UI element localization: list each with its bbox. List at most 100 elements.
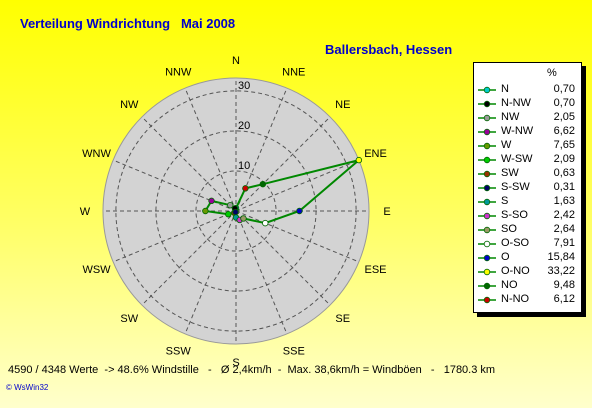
legend-label: SW	[501, 167, 519, 179]
legend-value: 15,84	[547, 251, 575, 263]
spoke-sw	[141, 210, 237, 306]
spoke-se	[235, 210, 331, 306]
legend-item: SW 0,63	[474, 167, 581, 181]
direction-label-ssw: SSW	[166, 346, 192, 358]
legend-label: S-SO	[501, 209, 528, 221]
legend-symbol	[478, 282, 496, 290]
legend-value: 6,62	[553, 125, 575, 137]
legend-value: 1,63	[553, 195, 575, 207]
direction-label-nw: NW	[120, 99, 139, 111]
legend-label: NW	[501, 111, 520, 123]
legend-value: 7,91	[553, 237, 575, 249]
data-point-so	[240, 215, 247, 222]
data-point-w-nw	[208, 197, 215, 205]
legend-value: 0,70	[553, 97, 575, 109]
legend-item: W-SW 2,09	[474, 153, 581, 167]
legend-label: N-NW	[501, 97, 531, 109]
legend-item: NO 9,48	[474, 279, 581, 293]
legend: % N 0,70 N-NW 0,70 NW 2,05 W-NW 6,62 W 7,65 W-SW 2,…	[473, 62, 582, 313]
legend-symbol	[478, 226, 496, 234]
direction-label-nne: NNE	[282, 66, 305, 78]
direction-label-w: W	[80, 206, 91, 218]
legend-value: 2,09	[553, 153, 575, 165]
legend-value: 2,42	[553, 209, 575, 221]
legend-item: S-SO 2,42	[474, 209, 581, 223]
direction-label-ese: ESE	[364, 264, 386, 276]
data-point-n-no	[242, 185, 249, 192]
legend-value: 9,48	[553, 279, 575, 291]
direction-label-sse: SSE	[283, 346, 305, 358]
direction-label-ene: ENE	[364, 148, 387, 160]
legend-item: S-SW 0,31	[474, 181, 581, 195]
direction-label-ne: NE	[335, 99, 350, 111]
spoke-nnw	[184, 87, 237, 212]
legend-label: W-SW	[501, 153, 533, 165]
legend-item: O-SO 7,91	[474, 237, 581, 251]
legend-value: 0,70	[553, 83, 575, 95]
legend-unit-header: %	[547, 67, 557, 79]
spoke-nw	[141, 116, 237, 212]
direction-label-wsw: WSW	[82, 264, 111, 276]
legend-symbol	[478, 240, 496, 248]
chart-location: Ballersbach, Hessen	[325, 42, 453, 57]
legend-value: 2,05	[553, 111, 575, 123]
legend-label: O-NO	[501, 265, 530, 277]
legend-symbol	[478, 268, 496, 276]
spoke-ese	[235, 210, 360, 263]
direction-label-n: N	[232, 55, 240, 67]
direction-label-e: E	[383, 206, 390, 218]
legend-symbol	[478, 114, 496, 122]
legend-item: SO 2,64	[474, 223, 581, 237]
legend-item: N-NO 6,12	[474, 293, 581, 307]
r-tick-label-10: 10	[238, 160, 250, 172]
legend-label: S	[501, 195, 509, 207]
legend-symbol	[478, 212, 496, 220]
data-point-w	[202, 207, 209, 215]
legend-symbol	[478, 198, 496, 206]
legend-value: 0,31	[553, 181, 575, 193]
legend-item: N 0,70	[474, 83, 581, 97]
legend-symbol	[478, 156, 496, 164]
spoke-ene	[235, 159, 360, 212]
software-credit: © WsWin32	[6, 383, 49, 392]
legend-value: 0,63	[553, 167, 575, 179]
legend-item: O-NO 33,22	[474, 265, 581, 279]
legend-item: W 7,65	[474, 139, 581, 153]
grid-ring-10	[195, 170, 277, 252]
legend-label: SO	[501, 223, 517, 235]
legend-label: N-NO	[501, 293, 530, 305]
r-tick-label-30: 30	[238, 80, 250, 92]
legend-symbol	[478, 142, 496, 150]
legend-value: 33,22	[547, 265, 575, 277]
spoke-sse	[235, 210, 288, 335]
data-point-w-sw	[225, 211, 232, 218]
legend-symbol	[478, 100, 496, 108]
legend-symbol	[478, 184, 496, 192]
legend-label: NO	[501, 279, 518, 291]
legend-label: O-SO	[501, 237, 530, 249]
legend-value: 6,12	[553, 293, 575, 305]
legend-label: W-NW	[501, 125, 534, 137]
data-point-o-so	[262, 219, 269, 227]
legend-item: W-NW 6,62	[474, 125, 581, 139]
legend-label: W	[501, 139, 512, 151]
legend-item: N-NW 0,70	[474, 97, 581, 111]
legend-value: 7,65	[553, 139, 575, 151]
legend-value: 2,64	[553, 223, 575, 235]
legend-symbol	[478, 254, 496, 262]
direction-label-nnw: NNW	[165, 66, 192, 78]
legend-item: O 15,84	[474, 251, 581, 265]
data-point-nw	[226, 201, 234, 209]
spoke-ne	[235, 116, 331, 212]
legend-label: S-SW	[501, 181, 530, 193]
legend-item: NW 2,05	[474, 111, 581, 125]
footer-stats: 4590 / 4348 Werte -> 48.6% Windstille - …	[8, 364, 496, 376]
chart-title: Verteilung Windrichtung Mai 2008	[20, 16, 236, 31]
legend-item: S 1,63	[474, 195, 581, 209]
spoke-wsw	[112, 210, 237, 263]
legend-label: N	[501, 83, 509, 95]
legend-label: O	[501, 251, 510, 263]
data-point-o-no	[355, 156, 363, 164]
direction-label-sw: SW	[120, 313, 138, 325]
